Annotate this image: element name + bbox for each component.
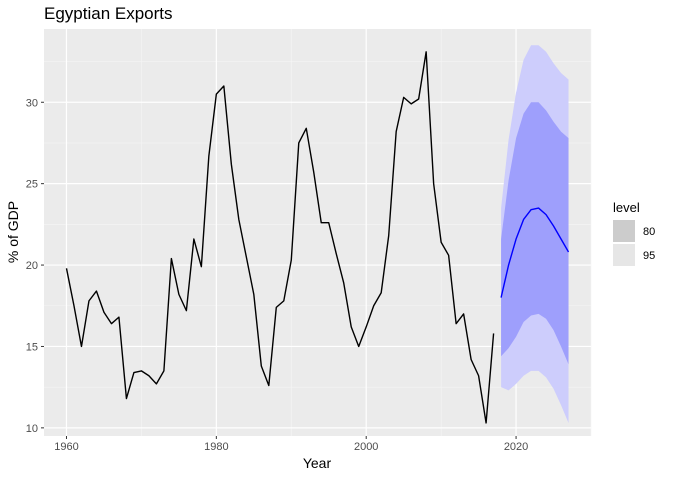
x-axis-ticks: 1960 1980 2000 2020 [54,436,528,453]
legend-label-80: 80 [643,226,655,238]
legend-swatch-95 [613,244,635,266]
y-axis-ticks: 10 15 20 25 30 [26,97,44,435]
x-tick-label: 2020 [504,441,528,453]
legend: level 80 95 [613,200,655,266]
x-tick-label: 1960 [54,441,78,453]
y-tick-label: 15 [26,341,38,353]
plot-panel [44,29,591,436]
chart-title: Egyptian Exports [44,4,173,23]
y-tick-label: 20 [26,260,38,272]
minor-gridlines [44,29,592,436]
x-tick-label: 1980 [204,441,228,453]
legend-title: level [613,200,640,215]
observed-series-line [65,51,495,424]
y-axis-title: % of GDP [5,201,21,263]
y-tick-label: 10 [26,423,38,435]
y-tick-label: 30 [26,97,38,109]
forecast-series-line [500,207,570,298]
x-tick-label: 2000 [354,441,378,453]
legend-swatch-80 [613,220,635,242]
legend-label-95: 95 [643,250,655,262]
interval-band-80 [501,102,569,365]
series-lines [65,51,570,424]
x-axis-title: Year [303,455,332,471]
y-tick-label: 25 [26,179,38,191]
forecast-intervals [501,45,569,423]
